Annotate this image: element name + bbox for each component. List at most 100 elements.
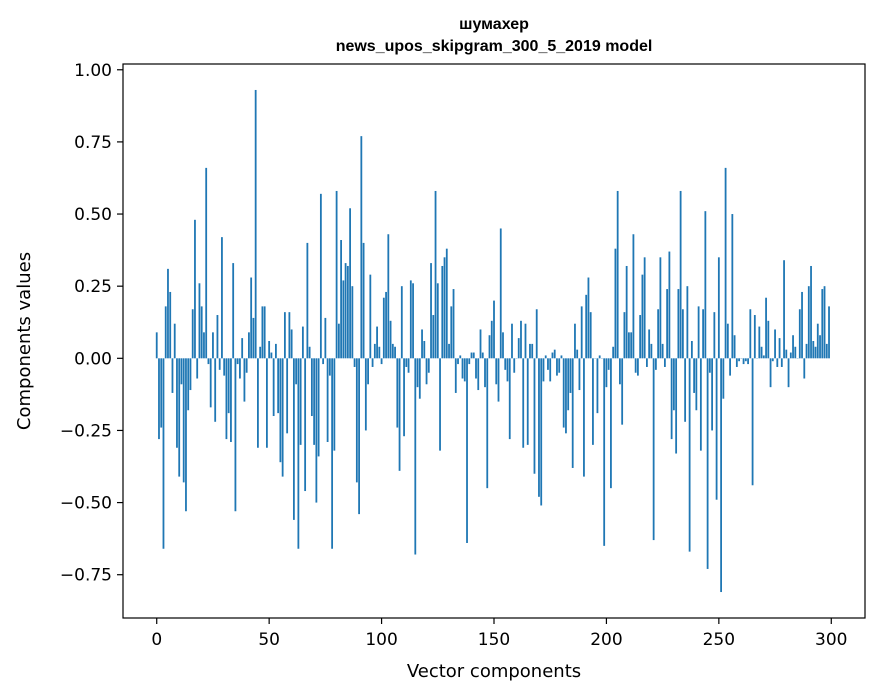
x-tick-label-300: 300 [815,630,847,650]
bar-103 [387,234,390,359]
bar-237 [688,358,691,552]
bar-189 [580,306,583,359]
bar-50 [268,341,271,359]
bar-123 [432,315,435,359]
bar-178 [556,358,558,376]
bar-85 [346,265,349,359]
bar-47 [261,306,264,359]
bar-216 [641,274,644,359]
bar-54 [277,358,280,414]
bar-10 [178,358,181,477]
bar-151 [495,358,498,385]
bar-147 [486,358,489,489]
bar-22 [205,167,208,359]
bar-45 [257,358,259,448]
bar-218 [646,358,648,367]
x-tick-label-100: 100 [365,630,397,650]
bar-278 [780,358,783,367]
bar-109 [400,286,403,359]
bar-289 [805,343,808,359]
bar-148 [488,335,491,359]
bar-293 [814,346,817,359]
bar-127 [441,265,444,359]
bar-78 [331,358,334,549]
bar-281 [787,358,790,388]
bar-86 [349,208,351,359]
bar-257 [733,335,736,359]
bar-214 [637,358,639,376]
bar-139 [468,358,471,365]
bar-0 [155,332,158,359]
bar-280 [785,349,788,359]
bar-120 [425,358,428,385]
bar-1 [158,358,160,440]
bar-241 [697,306,700,359]
bar-126 [439,358,441,451]
bar-240 [695,358,698,411]
bar-107 [396,358,399,428]
x-axis-label: Vector components [407,661,581,682]
bar-115 [414,358,417,555]
plot-frame [122,63,866,619]
bar-34 [232,263,235,359]
bar-255 [729,358,731,376]
bar-5 [167,268,169,359]
bar-84 [344,263,347,359]
bar-273 [769,358,772,388]
bar-36 [236,358,239,365]
bar-155 [504,358,507,370]
y-tick-label-3: 0.00 [74,349,112,369]
bar-283 [792,335,794,359]
x-tick-label-150: 150 [478,630,510,650]
bar-276 [776,358,779,367]
bar-37 [239,358,241,379]
bar-117 [418,358,421,399]
bar-31 [225,358,228,440]
bar-226 [663,358,666,367]
bar-163 [522,358,525,448]
bar-89 [355,358,358,483]
bar-294 [816,323,819,359]
bar-113 [409,280,412,359]
bar-95 [369,274,372,359]
bar-137 [463,358,466,382]
bar-233 [679,190,682,359]
bar-209 [625,265,628,359]
bar-132 [452,289,455,359]
bar-288 [803,358,806,379]
bar-62 [295,358,298,385]
bar-6 [169,291,172,359]
bar-16 [191,309,194,359]
bar-56 [281,358,284,477]
bar-168 [533,358,536,474]
bar-262 [744,358,747,362]
bar-251 [720,358,722,593]
y-axis-label: Components values [14,252,35,430]
bar-227 [666,289,669,359]
bar-207 [621,358,624,425]
bar-239 [693,358,696,393]
bar-181 [562,358,565,428]
y-tick-label-6: 0.75 [74,133,112,153]
bar-219 [648,329,651,359]
bar-118 [421,329,423,359]
bar-30 [223,358,226,376]
bar-244 [704,211,707,359]
bar-24 [209,358,212,408]
bar-228 [668,251,671,359]
bar-20 [200,306,203,359]
x-axis-ticks: 0 50 100 150 200 250 300 [151,618,847,650]
bar-270 [762,355,765,359]
bar-204 [614,248,617,359]
bar-46 [259,346,262,359]
bar-231 [675,358,678,454]
bar-55 [279,358,282,463]
bar-131 [450,306,453,359]
bar-162 [520,320,522,359]
bar-246 [708,358,711,373]
bar-17 [194,219,196,359]
bar-49 [266,358,268,448]
bar-170 [538,358,540,497]
bar-19 [198,283,201,359]
bar-174 [547,358,549,370]
